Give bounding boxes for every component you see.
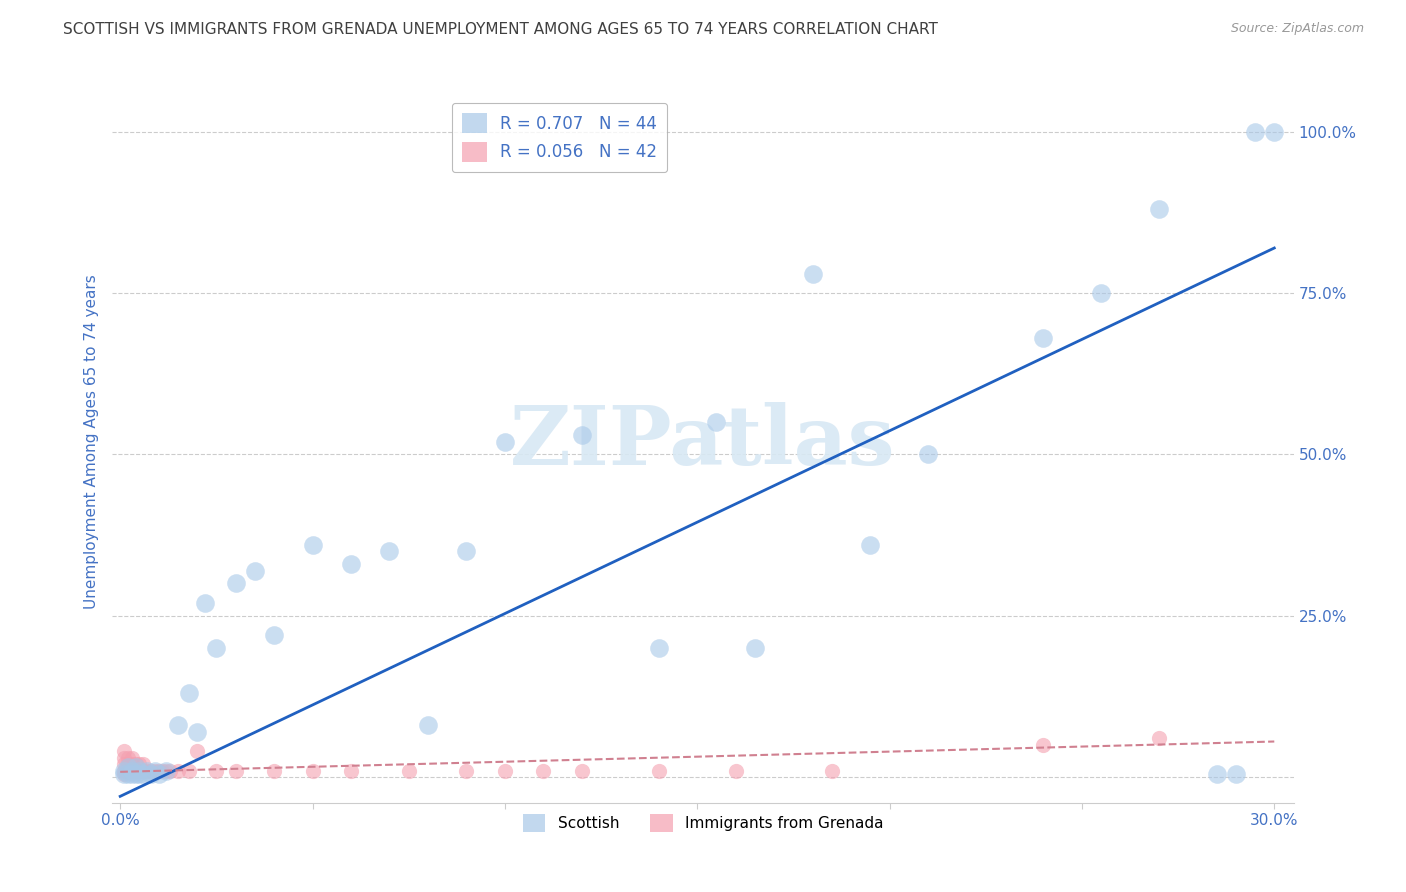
Point xyxy=(301,538,323,552)
Legend: Scottish, Immigrants from Grenada: Scottish, Immigrants from Grenada xyxy=(516,807,890,838)
Point xyxy=(1147,202,1170,217)
Point xyxy=(117,750,139,764)
Point xyxy=(121,764,143,778)
Point xyxy=(128,757,150,772)
Point xyxy=(186,724,208,739)
Point xyxy=(571,428,593,442)
Point xyxy=(416,718,439,732)
Point xyxy=(112,766,135,780)
Text: SCOTTISH VS IMMIGRANTS FROM GRENADA UNEMPLOYMENT AMONG AGES 65 TO 74 YEARS CORRE: SCOTTISH VS IMMIGRANTS FROM GRENADA UNEM… xyxy=(63,22,938,37)
Point xyxy=(132,764,155,778)
Point xyxy=(456,764,478,778)
Point xyxy=(706,415,728,429)
Point xyxy=(378,544,401,558)
Point xyxy=(143,764,166,778)
Point xyxy=(205,640,228,655)
Point xyxy=(1090,286,1112,301)
Point xyxy=(121,757,143,772)
Point xyxy=(340,764,363,778)
Point xyxy=(179,764,201,778)
Point xyxy=(301,764,323,778)
Point xyxy=(1032,331,1054,345)
Text: Source: ZipAtlas.com: Source: ZipAtlas.com xyxy=(1230,22,1364,36)
Point xyxy=(128,764,150,778)
Point xyxy=(124,760,146,774)
Point xyxy=(724,764,747,778)
Point xyxy=(112,764,135,778)
Point xyxy=(263,764,285,778)
Point xyxy=(186,744,208,758)
Point xyxy=(117,764,139,778)
Point xyxy=(124,764,146,778)
Point xyxy=(132,757,155,772)
Point xyxy=(1032,738,1054,752)
Point xyxy=(112,744,135,758)
Point xyxy=(1147,731,1170,746)
Point xyxy=(225,576,247,591)
Point xyxy=(132,766,155,780)
Point xyxy=(1244,125,1267,139)
Point xyxy=(859,538,882,552)
Point xyxy=(117,766,139,780)
Point xyxy=(152,764,174,778)
Point xyxy=(128,766,150,780)
Point xyxy=(112,750,135,764)
Point xyxy=(398,764,420,778)
Point xyxy=(117,757,139,772)
Point xyxy=(112,764,135,778)
Point xyxy=(531,764,554,778)
Point xyxy=(124,757,146,772)
Point xyxy=(112,766,135,780)
Point xyxy=(494,434,516,449)
Point xyxy=(167,718,190,732)
Point xyxy=(155,764,177,778)
Point xyxy=(194,596,217,610)
Point xyxy=(121,766,143,780)
Point xyxy=(340,557,363,571)
Point xyxy=(744,640,766,655)
Text: ZIPatlas: ZIPatlas xyxy=(510,401,896,482)
Point xyxy=(148,766,170,780)
Point xyxy=(648,640,671,655)
Point xyxy=(117,760,139,774)
Point xyxy=(121,750,143,764)
Point xyxy=(136,764,159,778)
Point xyxy=(139,766,162,780)
Point xyxy=(167,764,190,778)
Point xyxy=(494,764,516,778)
Point xyxy=(148,764,170,778)
Point xyxy=(112,757,135,772)
Point xyxy=(456,544,478,558)
Point xyxy=(243,564,266,578)
Point xyxy=(1205,766,1227,780)
Point xyxy=(571,764,593,778)
Y-axis label: Unemployment Among Ages 65 to 74 years: Unemployment Among Ages 65 to 74 years xyxy=(83,274,98,609)
Point xyxy=(121,764,143,778)
Point xyxy=(917,447,939,461)
Point xyxy=(225,764,247,778)
Point xyxy=(143,764,166,778)
Point xyxy=(179,686,201,700)
Point xyxy=(1263,125,1285,139)
Point xyxy=(155,764,177,778)
Point xyxy=(128,764,150,778)
Point xyxy=(124,766,146,780)
Point xyxy=(648,764,671,778)
Point xyxy=(159,764,181,778)
Point xyxy=(1225,766,1247,780)
Point xyxy=(263,628,285,642)
Point xyxy=(139,764,162,778)
Point xyxy=(136,764,159,778)
Point xyxy=(205,764,228,778)
Point xyxy=(821,764,844,778)
Point xyxy=(801,267,824,281)
